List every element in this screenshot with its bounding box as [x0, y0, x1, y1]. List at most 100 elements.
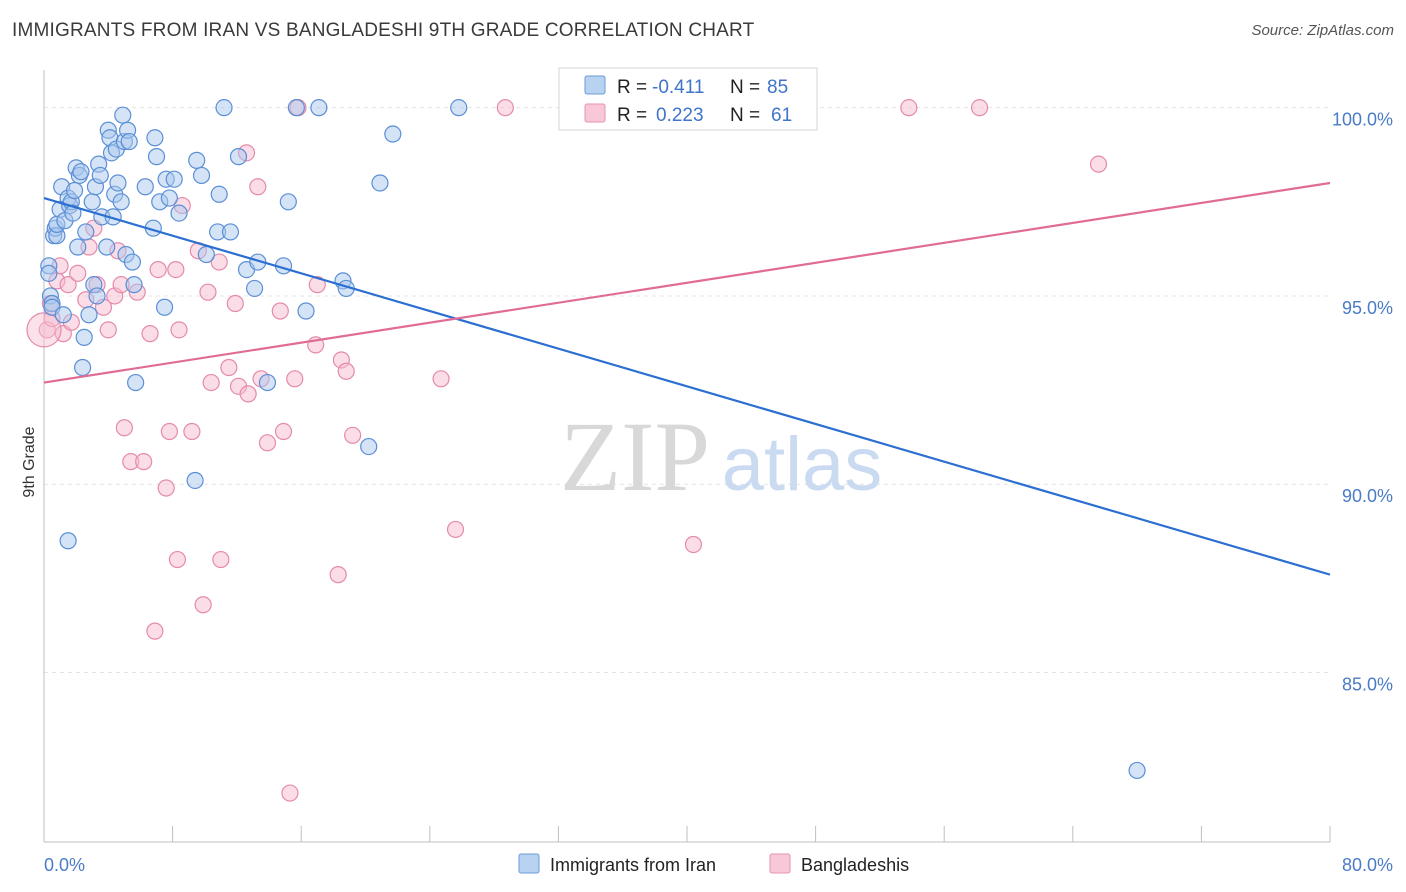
- point-bangladeshis: [344, 426, 362, 444]
- point-bangladeshis: [48, 272, 66, 290]
- point-bangladeshis: [237, 144, 256, 162]
- point-bangladeshis: [54, 325, 72, 343]
- point-iran: [104, 208, 122, 226]
- point-bangladeshis: [226, 294, 244, 313]
- point-bangladeshis: [146, 622, 164, 640]
- point-bangladeshis: [157, 479, 175, 497]
- trend-line-bangladeshis: [43, 181, 1331, 384]
- point-bangladeshis: [329, 566, 347, 584]
- point-bangladeshis: [141, 325, 159, 343]
- point-iran: [112, 193, 130, 211]
- point-iran: [157, 170, 175, 188]
- point-bangladeshis: [970, 99, 989, 117]
- watermark: ZIP atlas: [560, 401, 882, 512]
- chart-title: IMMIGRANTS FROM IRAN VS BANGLADESHI 9TH …: [12, 20, 755, 41]
- point-iran: [165, 170, 183, 188]
- point-bangladeshis: [149, 260, 167, 279]
- point-iran: [53, 178, 71, 196]
- point-bangladeshis: [1089, 155, 1108, 173]
- point-bangladeshis: [51, 257, 69, 275]
- series-legend: Immigrants from Iran Bangladeshis: [518, 853, 909, 875]
- point-iran: [118, 121, 137, 139]
- point-iran: [41, 287, 60, 305]
- point-bangladeshis: [432, 370, 450, 388]
- point-iran: [56, 212, 74, 230]
- point-iran: [117, 245, 135, 264]
- point-iran: [73, 358, 92, 377]
- point-bangladeshis: [160, 422, 178, 441]
- point-iran: [75, 328, 93, 346]
- point-bangladeshis: [99, 321, 117, 339]
- point-bangladeshis: [202, 373, 220, 392]
- point-bangladeshis: [122, 453, 140, 471]
- point-iran: [51, 200, 69, 218]
- point-iran: [106, 185, 124, 203]
- point-iran: [279, 193, 297, 211]
- point-iran: [61, 196, 79, 215]
- watermark-zip: ZIP: [560, 401, 710, 512]
- point-bangladeshis: [210, 253, 228, 271]
- point-bangladeshis: [168, 550, 187, 569]
- point-iran: [210, 185, 228, 203]
- point-bangladeshis: [239, 385, 257, 403]
- point-bangladeshis: [115, 419, 133, 437]
- legend-n-label: N =: [730, 77, 760, 98]
- point-iran: [147, 148, 166, 166]
- trend-lines: [43, 181, 1331, 576]
- point-bangladeshis: [308, 276, 326, 294]
- point-bangladeshis: [109, 242, 127, 260]
- point-bangladeshis: [85, 219, 103, 237]
- gridlines: [44, 107, 1330, 674]
- point-iran: [287, 99, 305, 117]
- series-bangladeshis-points: [26, 99, 1108, 802]
- point-bangladeshis: [112, 276, 130, 294]
- point-bangladeshis: [281, 784, 299, 802]
- point-bangladeshis: [289, 99, 307, 117]
- point-iran: [258, 373, 277, 392]
- point-iran: [229, 148, 248, 166]
- point-iran: [88, 287, 106, 305]
- point-bangladeshis: [446, 520, 465, 539]
- point-iran: [197, 245, 215, 264]
- correlation-legend: R = -0.411 N = 85 R = 0.223 N = 61: [558, 67, 818, 131]
- x-tick-label: 0.0%: [44, 855, 85, 875]
- legend-r-value: -0.411: [652, 77, 704, 98]
- point-bangladeshis: [337, 362, 355, 380]
- point-iran: [102, 144, 121, 162]
- point-bangladeshis: [220, 358, 238, 377]
- point-iran: [120, 132, 138, 151]
- point-bangladeshis: [135, 453, 153, 471]
- point-iran: [43, 298, 61, 316]
- point-iran: [62, 193, 80, 211]
- point-bangladeshis: [258, 434, 277, 452]
- point-bangladeshis: [62, 313, 80, 331]
- point-iran: [249, 253, 267, 271]
- point-iran: [72, 163, 90, 181]
- point-iran: [127, 373, 145, 392]
- point-iran: [334, 272, 352, 290]
- bottom-legend-swatch-iran: [518, 853, 540, 874]
- point-iran: [245, 279, 264, 298]
- point-bangladeshis: [80, 238, 98, 256]
- point-iran: [115, 132, 133, 151]
- point-bangladeshis: [26, 312, 62, 348]
- point-iran: [69, 238, 87, 256]
- point-bangladeshis: [183, 422, 201, 441]
- point-bangladeshis: [274, 422, 293, 441]
- point-bangladeshis: [94, 298, 113, 316]
- point-iran: [107, 140, 125, 158]
- point-iran: [40, 264, 58, 282]
- point-iran: [114, 106, 132, 124]
- point-iran: [1128, 761, 1146, 780]
- point-iran: [54, 306, 72, 324]
- point-iran: [48, 215, 66, 233]
- legend-r-label: R =: [617, 77, 647, 98]
- point-bangladeshis: [271, 302, 289, 320]
- point-bangladeshis: [249, 178, 267, 196]
- point-bangladeshis: [77, 291, 95, 309]
- point-iran: [310, 99, 328, 117]
- point-iran: [70, 166, 88, 185]
- trend-line-iran: [43, 196, 1331, 576]
- point-bangladeshis: [106, 287, 124, 305]
